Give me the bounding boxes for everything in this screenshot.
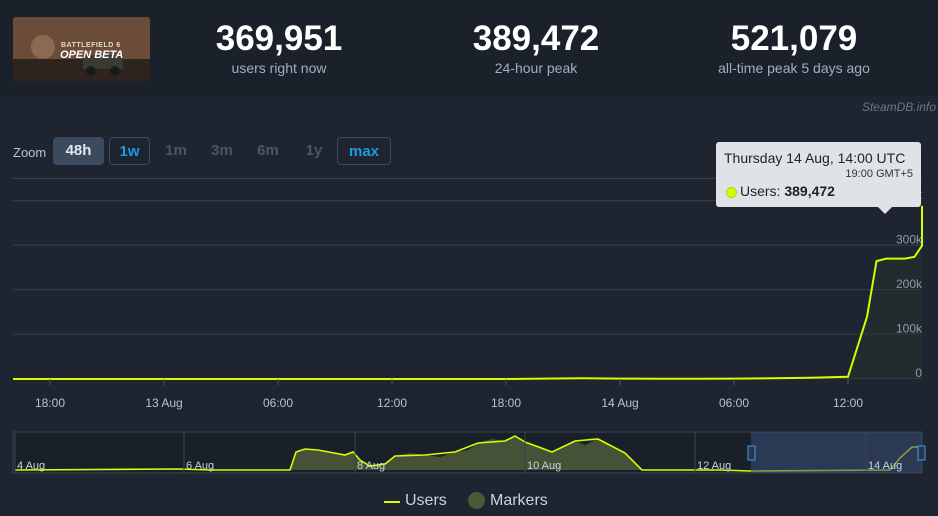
zoom-1w-button[interactable]: 1w [109,137,150,165]
navigator-date-label: 12 Aug [697,460,731,472]
x-tick-label: 06:00 [719,396,749,410]
stat-label: 24-hour peak [494,60,578,76]
legend-markers-swatch [468,492,485,509]
navigator-date-label: 14 Aug [868,460,902,472]
thumbnail-art [13,17,150,81]
zoom-1y-button[interactable]: 1y [305,142,323,159]
zoom-1m-button[interactable]: 1m [165,142,187,159]
stat-label: all-time peak 5 days ago [718,60,870,76]
tooltip-subtitle: 19:00 GMT+5 [845,168,913,180]
y-tick-label: 300k [896,233,923,247]
x-tick-label: 12:00 [833,396,863,410]
game-thumbnail[interactable]: BATTLEFIELD 6 OPEN BETA [13,17,150,81]
stat-24h-peak: 389,472 24-hour peak [436,19,636,77]
y-tick-label: 100k [896,322,923,336]
legend-users-swatch [384,501,400,503]
x-tick-label: 18:00 [491,396,521,410]
stats-header: BATTLEFIELD 6 OPEN BETA 369,951 users ri… [0,0,938,96]
stat-current-users: 369,951 users right now [179,19,379,77]
tooltip-series-label: Users: [740,183,785,199]
users-area [50,205,922,379]
navigator-date-label: 4 Aug [17,460,45,472]
tooltip-series-line: Users: 389,472 [740,183,835,199]
tooltip-title: Thursday 14 Aug, 14:00 UTC [724,150,906,166]
x-tick-label: 14 Aug [601,396,638,410]
x-tick-label: 12:00 [377,396,407,410]
y-tick-label: 0 [915,366,922,380]
x-tick-label: 13 Aug [145,396,182,410]
legend-markers-item[interactable]: Markers [490,492,548,509]
navigator-right-handle [917,445,926,461]
zoom-3m-button[interactable]: 3m [211,142,233,159]
navigator-left-handle [747,445,756,461]
users-line [50,205,923,380]
x-tick-label: 06:00 [263,396,293,410]
x-tick-label: 18:00 [35,396,65,410]
tooltip-series-dot [726,187,737,198]
chart-tooltip: Thursday 14 Aug, 14:00 UTC 19:00 GMT+5 U… [716,142,921,214]
zoom-max-button[interactable]: max [337,137,391,165]
zoom-6m-button[interactable]: 6m [257,142,279,159]
stat-value: 389,472 [472,19,600,58]
navigator-selection [751,432,922,473]
thumbnail-title-small: BATTLEFIELD 6 [61,42,121,49]
stat-all-time-peak: 521,079 all-time peak 5 days ago [694,19,894,77]
navigator-date-label: 6 Aug [186,460,214,472]
navigator-users-line [14,435,922,472]
navigator-date-label: 10 Aug [527,460,561,472]
zoom-label: Zoom [13,145,47,160]
thumbnail-title: OPEN BETA [60,49,124,61]
stat-label: users right now [231,60,327,76]
zoom-48h-button[interactable]: 48h [53,137,104,165]
navigator-date-label: 8 Aug [357,460,385,472]
steamdb-watermark[interactable]: SteamDB.info [861,100,936,114]
navigator-markers [290,436,642,470]
tooltip-value: 389,472 [784,183,835,199]
y-tick-label: 200k [896,277,923,291]
stat-value: 369,951 [215,19,343,58]
stat-value: 521,079 [730,19,858,58]
legend-users-item[interactable]: Users [405,492,447,509]
